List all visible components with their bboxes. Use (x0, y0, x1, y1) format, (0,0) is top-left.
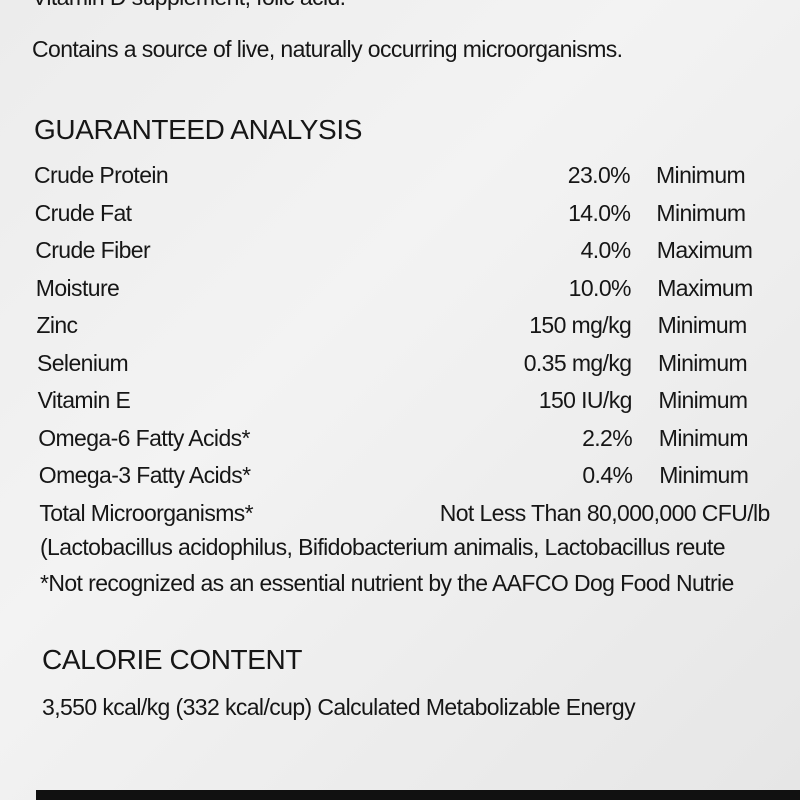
nutrient: Crude Fiber (35, 237, 151, 263)
bottom-bar (36, 790, 800, 800)
amount: 14.0% (568, 199, 631, 226)
nutrient: Selenium (37, 349, 129, 376)
section-title: GUARANTEED ANALYSIS (34, 114, 362, 145)
qualifier: Minimum (658, 349, 748, 376)
qualifier: Minimum (658, 387, 748, 413)
amount: 4.0% (580, 237, 632, 263)
intro: Contains a source of live, naturally occ… (32, 36, 623, 62)
qualifier: Minimum (659, 462, 749, 488)
footnote: *Not recognized as an essential nutrient… (40, 570, 734, 596)
amount: 0.4% (582, 462, 633, 488)
amount: 150 IU/kg (538, 387, 633, 413)
calorie-text: 3,550 kcal/kg (332 kcal/cup) Calculated … (42, 694, 636, 720)
amount: Not Less Than 80,000,000 CFU/lb (439, 499, 771, 526)
nutrient: Crude Fat (34, 199, 132, 226)
amount: 0.35 mg/kg (523, 349, 632, 376)
nutrient: Zinc (36, 312, 78, 338)
nutrient: Moisture (35, 274, 120, 301)
nutrient: Vitamin E (37, 387, 131, 413)
qualifier: Minimum (656, 199, 746, 226)
qualifier: Maximum (656, 237, 753, 263)
amount: 23.0% (567, 162, 631, 188)
top-line: Vitamin D supplement, folic acid. (32, 0, 346, 11)
nutrient: Crude Protein (34, 162, 169, 188)
qualifier: Minimum (657, 312, 748, 338)
amount: 10.0% (568, 274, 632, 301)
nutrient: Total Microorganisms* (39, 499, 254, 526)
nutrient: Omega-3 Fatty Acids* (38, 462, 251, 488)
amount: 150 mg/kg (529, 312, 632, 338)
nutrient: Omega-6 Fatty Acids* (38, 424, 250, 451)
species: (Lactobacillus acidophilus, Bifidobacter… (40, 534, 726, 560)
qualifier: Minimum (658, 424, 749, 451)
qualifier: Maximum (657, 274, 753, 301)
section-title: CALORIE CONTENT (42, 644, 303, 675)
qualifier: Minimum (656, 162, 746, 188)
amount: 2.2% (582, 424, 633, 451)
